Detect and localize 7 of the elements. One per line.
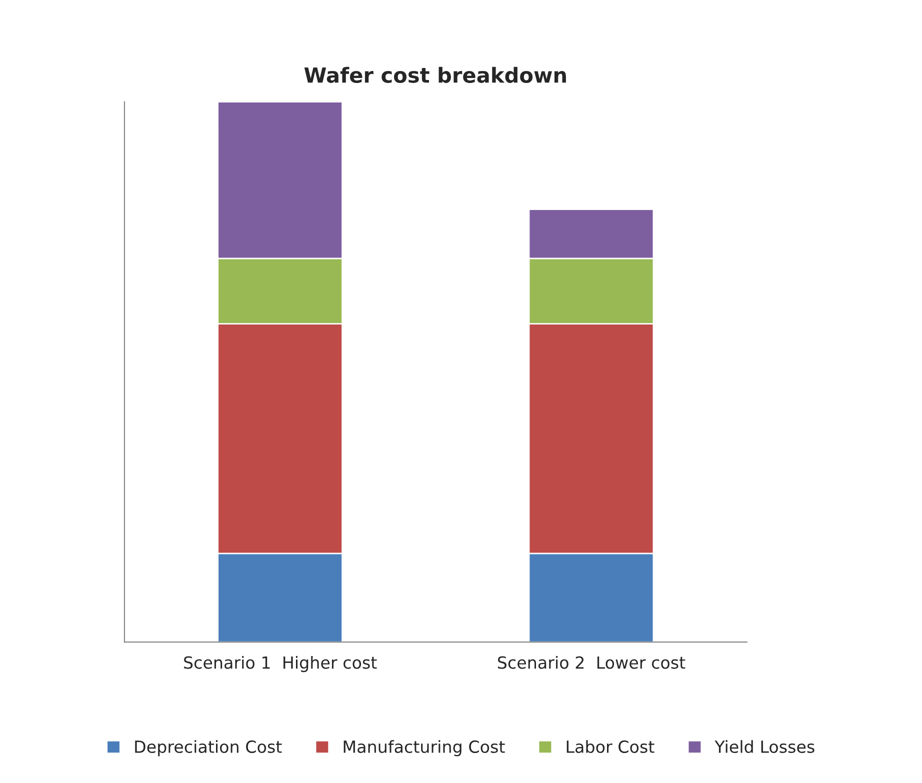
legend-label: Labor Cost	[566, 740, 654, 754]
chart-title: Wafer cost breakdown	[304, 66, 566, 83]
legend-label: Manufacturing Cost	[344, 740, 505, 756]
x-tick-label: Scenario 1 Higher cost	[184, 656, 377, 672]
x-tick-label: Scenario 2 Lower cost	[498, 656, 686, 669]
legend-label: Depreciation Cost	[135, 740, 282, 756]
legend-label: Yield Losses	[714, 740, 814, 754]
